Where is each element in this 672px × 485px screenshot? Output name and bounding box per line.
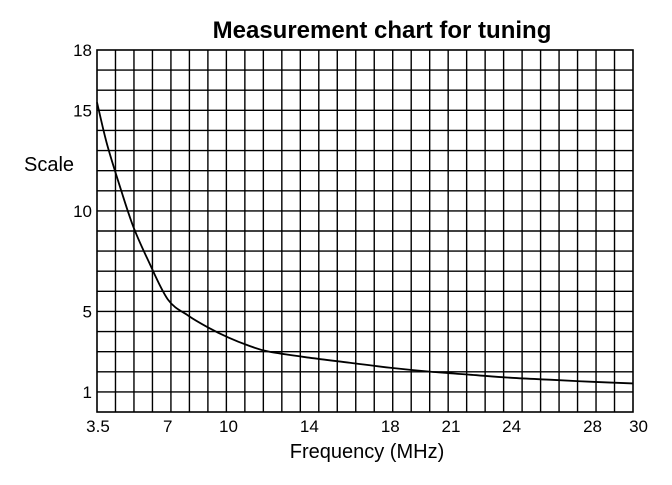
y-tick-label: 15 [73, 101, 92, 120]
plot-frame [96, 49, 634, 413]
y-tick-label: 10 [73, 202, 92, 221]
grid [97, 50, 633, 412]
x-tick-label: 30 [629, 417, 648, 436]
x-tick-label: 7 [163, 417, 172, 436]
x-tick-label: 24 [502, 417, 521, 436]
y-tick-label: 5 [83, 302, 92, 321]
x-tick-labels: 3.5 7 10 14 18 21 24 28 30 [86, 417, 648, 436]
x-tick-label: 18 [381, 417, 400, 436]
chart-title: Measurement chart for tuning [213, 17, 552, 44]
x-tick-label: 10 [219, 417, 238, 436]
x-tick-label: 14 [300, 417, 319, 436]
y-tick-label: 18 [73, 41, 92, 60]
y-axis-label: Scale [24, 154, 74, 176]
y-tick-label: 1 [83, 383, 92, 402]
x-tick-label: 28 [583, 417, 602, 436]
series-line [96, 102, 634, 385]
series-layer [96, 102, 634, 385]
x-axis-label: Frequency (MHz) [290, 441, 444, 463]
x-tick-label: 21 [442, 417, 461, 436]
x-tick-label: 3.5 [86, 417, 110, 436]
